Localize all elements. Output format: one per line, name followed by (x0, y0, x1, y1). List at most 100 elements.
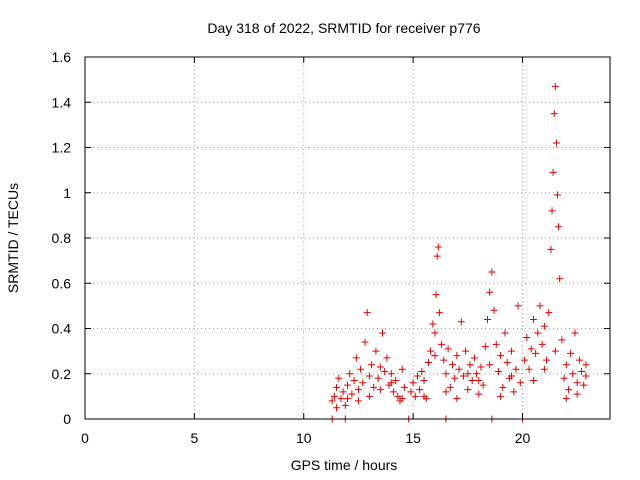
data-point (381, 367, 389, 375)
data-point (368, 361, 376, 369)
data-point (451, 374, 459, 382)
data-point (510, 388, 518, 396)
data-point (418, 367, 426, 375)
data-point (473, 370, 481, 378)
data-point (512, 365, 520, 373)
x-tick-label: 20 (515, 430, 531, 446)
data-point (508, 372, 516, 380)
data-point (350, 377, 358, 385)
y-tick-label: 1.6 (52, 49, 72, 65)
data-point (575, 356, 583, 364)
data-point (464, 370, 472, 378)
data-point (549, 168, 557, 176)
data-point (407, 388, 415, 396)
data-point (521, 356, 529, 364)
data-point (414, 372, 421, 380)
data-point (420, 377, 428, 385)
data-point (438, 340, 446, 348)
data-point (571, 329, 579, 337)
data-point (348, 390, 356, 398)
data-point (409, 379, 417, 387)
data-point (475, 390, 483, 398)
data-point (562, 361, 570, 369)
data-point (374, 374, 382, 382)
data-point (376, 386, 384, 394)
data-point (387, 379, 395, 387)
data-point (529, 377, 537, 385)
data-point (394, 392, 402, 400)
y-axis-title: SRMTID / TECUs (5, 183, 21, 293)
plot-frame (84, 56, 611, 420)
data-point (492, 340, 500, 348)
x-tick-label: 5 (190, 430, 198, 446)
data-point (536, 302, 544, 310)
x-tick-label: 0 (81, 430, 89, 446)
data-point (481, 343, 489, 351)
data-point (490, 306, 498, 314)
data-point (453, 395, 461, 403)
data-point (328, 397, 336, 405)
y-tick-label: 1.2 (52, 140, 72, 156)
data-point (534, 329, 542, 337)
data-point (372, 347, 380, 355)
data-point (551, 347, 559, 355)
data-point (468, 377, 476, 385)
data-point (556, 275, 564, 283)
data-point (435, 309, 443, 317)
data-point (455, 365, 463, 373)
data-point (383, 354, 391, 362)
y-tick-label: 1 (63, 185, 71, 201)
data-point (470, 354, 478, 362)
data-point (361, 338, 369, 346)
data-point (359, 379, 367, 387)
data-point (370, 383, 378, 391)
data-point (424, 358, 432, 366)
grid-lines (85, 57, 610, 419)
data-point (582, 361, 590, 369)
x-axis-ticks: 0 5 10 15 20 (81, 57, 530, 446)
data-point (497, 352, 505, 360)
data-points (328, 82, 590, 423)
data-point (497, 392, 505, 400)
x-tick-label: 10 (296, 430, 312, 446)
data-point (440, 356, 448, 364)
y-tick-label: 1.4 (52, 94, 72, 110)
data-point (339, 388, 347, 396)
y-tick-label: 0.8 (52, 230, 72, 246)
data-point (459, 372, 467, 380)
data-point (427, 347, 435, 355)
data-point (354, 386, 362, 394)
data-point (564, 386, 572, 394)
data-point (442, 388, 450, 396)
data-point (464, 386, 472, 394)
y-tick-label: 0.6 (52, 275, 72, 291)
data-point (357, 365, 365, 373)
data-point (379, 329, 386, 337)
data-point (354, 397, 362, 405)
data-point (389, 388, 397, 396)
data-point (558, 336, 566, 344)
data-point (573, 379, 581, 387)
data-point (432, 291, 440, 299)
data-point (488, 268, 496, 276)
data-point (525, 365, 533, 373)
data-point (548, 207, 556, 215)
data-point (501, 329, 509, 337)
data-point (365, 392, 373, 400)
data-point (376, 363, 384, 371)
data-point (532, 349, 540, 357)
data-point (516, 379, 524, 387)
data-point (433, 252, 441, 260)
data-point (363, 309, 371, 317)
y-tick-label: 0 (63, 411, 71, 427)
data-point (341, 401, 349, 409)
data-point (508, 347, 516, 355)
data-point (392, 377, 400, 385)
data-point (431, 329, 439, 337)
data-point (434, 243, 442, 251)
x-axis-title: GPS time / hours (291, 457, 398, 473)
data-point (337, 395, 345, 403)
data-point (540, 322, 548, 330)
data-point (466, 361, 474, 369)
data-point (453, 352, 461, 360)
